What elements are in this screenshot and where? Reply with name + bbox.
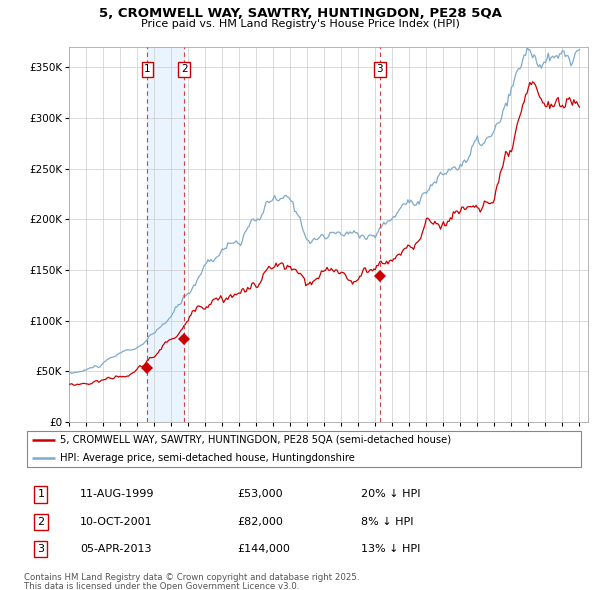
Text: HPI: Average price, semi-detached house, Huntingdonshire: HPI: Average price, semi-detached house,… [61, 453, 355, 463]
Text: 2: 2 [37, 517, 44, 527]
Text: 11-AUG-1999: 11-AUG-1999 [80, 490, 155, 499]
Text: £144,000: £144,000 [237, 545, 290, 554]
Text: Contains HM Land Registry data © Crown copyright and database right 2025.: Contains HM Land Registry data © Crown c… [24, 573, 359, 582]
Text: 5, CROMWELL WAY, SAWTRY, HUNTINGDON, PE28 5QA (semi-detached house): 5, CROMWELL WAY, SAWTRY, HUNTINGDON, PE2… [61, 435, 452, 445]
Text: 20% ↓ HPI: 20% ↓ HPI [361, 490, 420, 499]
Text: £53,000: £53,000 [237, 490, 283, 499]
Text: Price paid vs. HM Land Registry's House Price Index (HPI): Price paid vs. HM Land Registry's House … [140, 19, 460, 30]
Text: 3: 3 [37, 545, 44, 554]
Bar [148, 47, 184, 422]
Text: 1: 1 [37, 490, 44, 499]
Text: 5, CROMWELL WAY, SAWTRY, HUNTINGDON, PE28 5QA: 5, CROMWELL WAY, SAWTRY, HUNTINGDON, PE2… [98, 7, 502, 20]
Text: 10-OCT-2001: 10-OCT-2001 [80, 517, 153, 527]
Text: £82,000: £82,000 [237, 517, 283, 527]
Text: 8% ↓ HPI: 8% ↓ HPI [361, 517, 413, 527]
Text: 13% ↓ HPI: 13% ↓ HPI [361, 545, 420, 554]
Text: 05-APR-2013: 05-APR-2013 [80, 545, 152, 554]
Text: 1: 1 [144, 64, 151, 74]
Text: 3: 3 [376, 64, 383, 74]
FancyBboxPatch shape [27, 431, 581, 467]
Text: 2: 2 [181, 64, 188, 74]
Text: This data is licensed under the Open Government Licence v3.0.: This data is licensed under the Open Gov… [24, 582, 299, 590]
